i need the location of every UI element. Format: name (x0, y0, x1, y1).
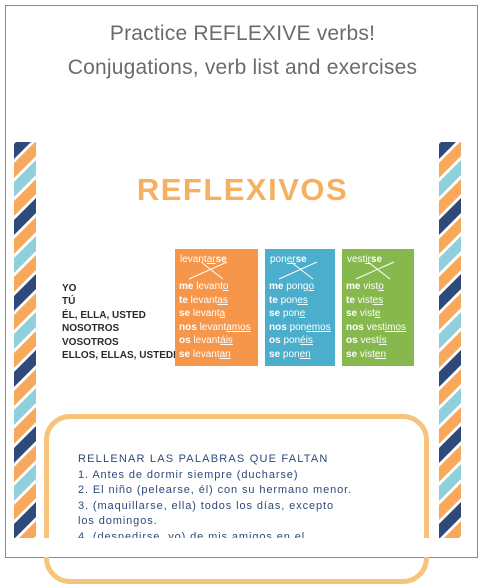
exercise-line: los domingos. (78, 515, 158, 527)
conjugation-row: se viste (346, 308, 381, 320)
pronoun-list: YO TÚ ÉL, ELLA, USTED NOSOTROS VOSOTROS … (62, 282, 186, 362)
verb-column-ponerse: ponerse me pongo te pones se pone nos ponemo… (265, 249, 335, 366)
pronoun-label: ÉL, ELLA, USTED (62, 309, 146, 321)
pronoun-label: VOSOTROS (62, 336, 119, 348)
verb-infinitive: ponerse (270, 254, 307, 265)
pronoun-label: YO (62, 283, 77, 294)
conjugation-row: se levanta (179, 308, 226, 320)
pronoun-label: ELLOS, ELLAS, USTEDES (62, 350, 187, 362)
conjugation-row: me levanto (179, 281, 229, 292)
verb-column-levantarse: levantarse me levanto te levantas se levant… (175, 249, 258, 366)
conjugation-row: se levantan (179, 348, 231, 360)
conjugation-row: se visten (346, 348, 387, 360)
verb-column-vestirse: vestirse me visto te vistes se viste nos ves… (342, 249, 414, 366)
conjugation-row: nos vestimos (346, 321, 407, 333)
conjugation-row: me visto (346, 281, 384, 292)
exercise-line: 2. El niño (pelearse, él) con su hermano… (78, 484, 353, 496)
left-stripe-border (14, 142, 36, 538)
conjugation-row: me pongo (269, 281, 315, 292)
exercise-line: 3. (maquillarse, ella) todos los días, e… (78, 499, 335, 512)
conjugation-row: te vistes (346, 294, 384, 306)
header-line-2: Conjugations, verb list and exercises (67, 56, 418, 79)
exercise-line: 1. Antes de dormir siempre (ducharse) (78, 468, 299, 481)
conjugation-row: os ponéis (269, 335, 313, 347)
page-title: REFLEXIVOS (136, 172, 349, 207)
conjugation-row: te pones (269, 294, 308, 306)
conjugation-row: se pone (269, 308, 306, 320)
header-line-1: Practice REFLEXIVE verbs! (109, 22, 376, 45)
conjugation-row: nos ponemos (269, 321, 331, 333)
conjugation-row: se ponen (269, 348, 311, 360)
verb-infinitive: levantarse (180, 254, 227, 265)
conjugation-row: os levantáis (179, 335, 233, 347)
image-cutoff (6, 538, 477, 557)
exercise-title: RELLENAR LAS PALABRAS QUE FALTAN (78, 453, 329, 465)
pronoun-label: TÚ (62, 296, 76, 308)
conjugation-row: nos levantamos (179, 321, 251, 333)
pronoun-label: NOSOTROS (62, 323, 120, 335)
verb-infinitive: vestirse (347, 254, 383, 265)
conjugation-row: os vestís (346, 335, 387, 347)
conjugation-row: te levantas (179, 294, 228, 306)
right-stripe-border (439, 142, 461, 538)
exercise-content: RELLENAR LAS PALABRAS QUE FALTAN 1. Ante… (78, 452, 418, 545)
